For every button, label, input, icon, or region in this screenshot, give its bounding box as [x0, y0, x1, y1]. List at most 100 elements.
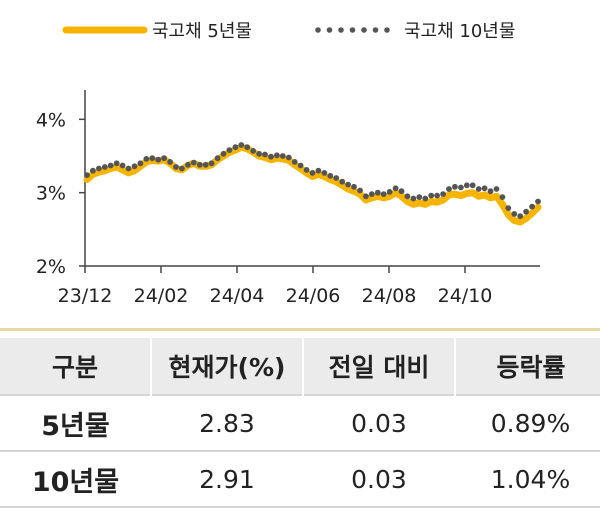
x-tick-label: 24/08: [362, 285, 417, 307]
series-point-10y: [493, 186, 500, 192]
series-point-10y: [434, 192, 440, 199]
header-category: 구분: [0, 338, 152, 395]
row-rate: 0.89%: [455, 394, 600, 452]
series-point-10y: [149, 155, 156, 162]
series-point-10y: [363, 193, 369, 200]
series-point-10y: [285, 154, 292, 161]
series-point-10y: [386, 189, 393, 195]
series-point-10y: [428, 192, 435, 199]
table-row: 10년물 2.91 0.03 1.04%: [0, 451, 600, 508]
series-point-10y: [345, 181, 351, 188]
series-point-10y: [529, 203, 535, 210]
series-point-10y: [452, 183, 458, 190]
legend-label-10y: 국고채 10년물: [404, 21, 515, 42]
series-point-10y: [398, 188, 405, 195]
legend-dot: [338, 27, 344, 33]
series-point-10y: [279, 153, 286, 159]
series-point-10y: [119, 162, 126, 169]
legend-label-5y: 국고채 5년물: [152, 21, 252, 42]
series-point-10y: [410, 195, 417, 202]
legend-dot: [315, 27, 321, 33]
series-point-10y: [208, 160, 215, 167]
series-point-10y: [523, 208, 529, 215]
series-point-10y: [185, 161, 191, 168]
series-point-10y: [274, 152, 280, 159]
series-point-10y: [143, 156, 150, 162]
series-point-10y: [351, 183, 357, 190]
section-divider: [0, 328, 600, 331]
header-change: 전일 대비: [303, 338, 456, 395]
series-point-10y: [256, 150, 262, 157]
x-tick-label: 24/02: [134, 285, 189, 307]
series-point-10y: [167, 159, 174, 165]
series-point-10y: [309, 170, 316, 176]
series-point-10y: [392, 185, 399, 192]
bond-yield-chart: 국고채 5년물 국고채 10년물 2% 3% 4% 23/12 24/02 24/04 2…: [36, 21, 542, 307]
series-point-10y: [380, 191, 387, 198]
series-point-10y: [487, 188, 494, 195]
header-rate: 등락률: [455, 338, 600, 395]
series-point-10y: [517, 213, 524, 220]
series-point-10y: [511, 211, 518, 217]
series-point-10y: [368, 191, 375, 198]
x-tick-label: 24/10: [438, 285, 493, 307]
series-point-10y: [161, 155, 168, 162]
row-rate: 1.04%: [455, 451, 600, 508]
series-point-10y: [481, 185, 488, 192]
series-point-10y: [190, 159, 197, 166]
series-point-10y: [173, 164, 179, 170]
x-tick-label: 24/04: [210, 285, 265, 307]
series-point-10y: [505, 205, 512, 212]
series-point-10y: [214, 155, 221, 162]
chart-legend: 국고채 5년물 국고채 10년물: [62, 21, 515, 42]
y-tick-label: 2%: [36, 256, 66, 278]
row-change: 0.03: [303, 394, 455, 452]
series-point-10y: [327, 172, 334, 179]
x-tick-label: 24/06: [286, 285, 341, 307]
quote-table: 구분 현재가(%) 전일 대비 등락률 5년물 2.83 0.03 0.89% …: [0, 338, 600, 508]
series-point-10y: [339, 178, 346, 185]
row-label: 5년물: [0, 394, 151, 452]
series-point-10y: [333, 175, 340, 181]
series-point-10y: [179, 165, 185, 172]
series-point-10y: [458, 184, 464, 191]
quote-table-section: 구분 현재가(%) 전일 대비 등락률 5년물 2.83 0.03 0.89% …: [0, 328, 600, 508]
series-point-10y: [196, 161, 203, 168]
row-label: 10년물: [0, 451, 151, 508]
series-point-10y: [244, 144, 251, 151]
row-change: 0.03: [303, 451, 455, 508]
series-point-10y: [463, 182, 470, 189]
legend-dot: [384, 27, 390, 33]
series-point-10y: [315, 167, 322, 174]
series-point-10y: [422, 195, 429, 202]
series-point-10y: [113, 160, 120, 167]
series-point-10y: [475, 186, 482, 192]
series-point-10y: [262, 151, 268, 158]
series-point-10y: [137, 160, 144, 167]
table-header-row: 구분 현재가(%) 전일 대비 등락률: [0, 338, 600, 395]
series-point-10y: [90, 167, 96, 174]
table-row: 5년물 2.83 0.03 0.89%: [0, 394, 600, 452]
series-point-10y: [291, 159, 298, 165]
series-point-10y: [202, 161, 209, 168]
series-point-10y: [155, 156, 162, 163]
legend-swatch-10y: [315, 27, 390, 33]
legend-dot: [326, 27, 333, 33]
series-point-10y: [416, 194, 423, 201]
series-point-10y: [131, 163, 138, 170]
series-point-10y: [226, 147, 233, 154]
series-point-10y: [238, 142, 245, 148]
series-point-10y: [357, 187, 363, 194]
series-point-10y: [297, 162, 304, 169]
series-point-10y: [303, 167, 310, 173]
series-point-10y: [404, 193, 411, 200]
series-point-10y: [232, 144, 239, 151]
header-price: 현재가(%): [151, 338, 304, 395]
y-tick-label: 3%: [36, 183, 66, 205]
series-point-10y: [440, 191, 446, 198]
series-point-10y: [101, 164, 108, 170]
row-price: 2.83: [151, 394, 303, 452]
series-point-10y: [268, 153, 274, 160]
legend-dot: [372, 27, 379, 33]
series-point-10y: [499, 194, 506, 201]
